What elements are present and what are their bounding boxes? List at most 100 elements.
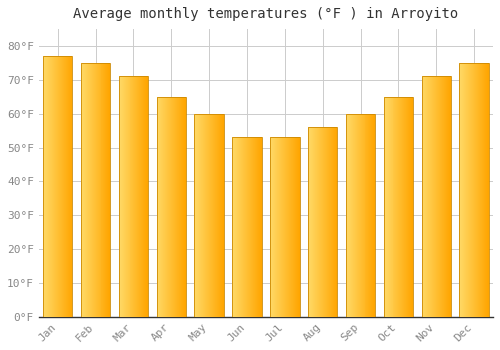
Bar bbox=[486, 63, 487, 317]
Bar bbox=[374, 114, 376, 317]
Bar bbox=[46, 56, 47, 317]
Bar bbox=[292, 138, 294, 317]
Bar bbox=[181, 97, 182, 317]
Bar bbox=[466, 63, 467, 317]
Bar bbox=[473, 63, 474, 317]
Bar bbox=[260, 138, 261, 317]
Bar bbox=[273, 138, 274, 317]
Bar bbox=[354, 114, 356, 317]
Bar bbox=[48, 56, 49, 317]
Bar bbox=[202, 114, 203, 317]
Bar bbox=[232, 138, 233, 317]
Bar bbox=[62, 56, 64, 317]
Bar bbox=[291, 138, 292, 317]
Bar bbox=[185, 97, 186, 317]
Bar bbox=[289, 138, 290, 317]
Bar bbox=[196, 114, 198, 317]
Bar bbox=[398, 97, 400, 317]
Bar bbox=[130, 76, 132, 317]
Bar bbox=[428, 76, 430, 317]
Bar bbox=[147, 76, 148, 317]
Bar bbox=[279, 138, 280, 317]
Bar bbox=[384, 97, 386, 317]
Bar bbox=[96, 63, 98, 317]
Bar bbox=[215, 114, 216, 317]
Bar bbox=[222, 114, 223, 317]
Bar bbox=[242, 138, 243, 317]
Bar bbox=[104, 63, 106, 317]
Bar bbox=[316, 127, 317, 317]
Bar bbox=[326, 127, 328, 317]
Bar bbox=[207, 114, 208, 317]
Bar bbox=[480, 63, 481, 317]
Bar bbox=[285, 138, 286, 317]
Bar bbox=[220, 114, 221, 317]
Bar bbox=[43, 56, 72, 317]
Bar bbox=[100, 63, 102, 317]
Bar bbox=[441, 76, 442, 317]
Bar bbox=[432, 76, 434, 317]
Bar bbox=[214, 114, 215, 317]
Bar bbox=[92, 63, 94, 317]
Bar bbox=[180, 97, 181, 317]
Bar bbox=[146, 76, 147, 317]
Bar bbox=[352, 114, 354, 317]
Bar bbox=[410, 97, 411, 317]
Bar bbox=[81, 63, 82, 317]
Bar bbox=[424, 76, 426, 317]
Bar bbox=[204, 114, 205, 317]
Bar bbox=[256, 138, 257, 317]
Bar bbox=[280, 138, 281, 317]
Bar bbox=[83, 63, 84, 317]
Bar bbox=[488, 63, 489, 317]
Bar bbox=[244, 138, 245, 317]
Bar bbox=[298, 138, 300, 317]
Bar bbox=[445, 76, 446, 317]
Bar bbox=[438, 76, 439, 317]
Bar bbox=[182, 97, 183, 317]
Bar bbox=[276, 138, 277, 317]
Bar bbox=[82, 63, 83, 317]
Bar bbox=[236, 138, 237, 317]
Bar bbox=[134, 76, 136, 317]
Bar bbox=[140, 76, 141, 317]
Bar bbox=[252, 138, 253, 317]
Bar bbox=[45, 56, 46, 317]
Bar bbox=[126, 76, 128, 317]
Bar bbox=[286, 138, 287, 317]
Bar bbox=[308, 127, 309, 317]
Bar bbox=[318, 127, 319, 317]
Bar bbox=[156, 97, 186, 317]
Bar bbox=[136, 76, 138, 317]
Bar bbox=[156, 97, 158, 317]
Bar bbox=[51, 56, 52, 317]
Bar bbox=[177, 97, 178, 317]
Bar bbox=[88, 63, 90, 317]
Bar bbox=[470, 63, 471, 317]
Bar bbox=[484, 63, 485, 317]
Bar bbox=[118, 76, 120, 317]
Bar bbox=[241, 138, 242, 317]
Bar bbox=[308, 127, 338, 317]
Bar bbox=[254, 138, 255, 317]
Bar bbox=[409, 97, 410, 317]
Bar bbox=[422, 76, 451, 317]
Bar bbox=[132, 76, 134, 317]
Bar bbox=[482, 63, 483, 317]
Bar bbox=[184, 97, 185, 317]
Bar bbox=[394, 97, 396, 317]
Bar bbox=[439, 76, 440, 317]
Bar bbox=[469, 63, 470, 317]
Bar bbox=[336, 127, 338, 317]
Bar bbox=[81, 63, 110, 317]
Bar bbox=[460, 63, 489, 317]
Bar bbox=[253, 138, 254, 317]
Bar bbox=[58, 56, 59, 317]
Bar bbox=[404, 97, 406, 317]
Bar bbox=[200, 114, 202, 317]
Bar bbox=[205, 114, 206, 317]
Bar bbox=[206, 114, 207, 317]
Bar bbox=[411, 97, 412, 317]
Bar bbox=[158, 97, 160, 317]
Bar bbox=[449, 76, 450, 317]
